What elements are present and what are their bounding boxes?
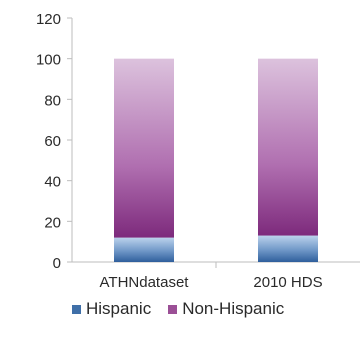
legend-label-hispanic: Hispanic (86, 299, 152, 318)
y-tick-label-80: 80 (44, 92, 61, 109)
legend-swatch-non-hispanic (168, 304, 178, 314)
y-tick-label-100: 100 (36, 52, 61, 69)
bar-hispanic-0 (114, 237, 174, 262)
y-tick-label-20: 20 (44, 214, 61, 231)
legend-swatch-hispanic (72, 304, 81, 314)
y-tick-label-40: 40 (44, 174, 61, 191)
axis-layer: 0 20 40 60 80 100 120 (36, 11, 360, 272)
legend-item-non-hispanic: Non-Hispanic (168, 299, 284, 319)
y-tick-label-120: 120 (36, 11, 61, 28)
legend: Hispanic Non-Hispanic (72, 299, 301, 319)
x-tick-label-0: ATHNdataset (100, 274, 190, 291)
bars-layer (114, 58, 318, 262)
y-tick-label-0: 0 (53, 255, 61, 272)
legend-label-non-hispanic: Non-Hispanic (182, 299, 285, 318)
bar-non-hispanic-1 (258, 58, 318, 236)
bar-hispanic-1 (258, 235, 318, 262)
x-tick-label-1: 2010 HDS (253, 274, 322, 291)
x-tick-labels: ATHNdataset 2010 HDS (100, 274, 323, 291)
y-tick-label-60: 60 (44, 133, 61, 150)
legend-item-hispanic: Hispanic (72, 299, 151, 319)
bar-non-hispanic-0 (114, 58, 174, 238)
